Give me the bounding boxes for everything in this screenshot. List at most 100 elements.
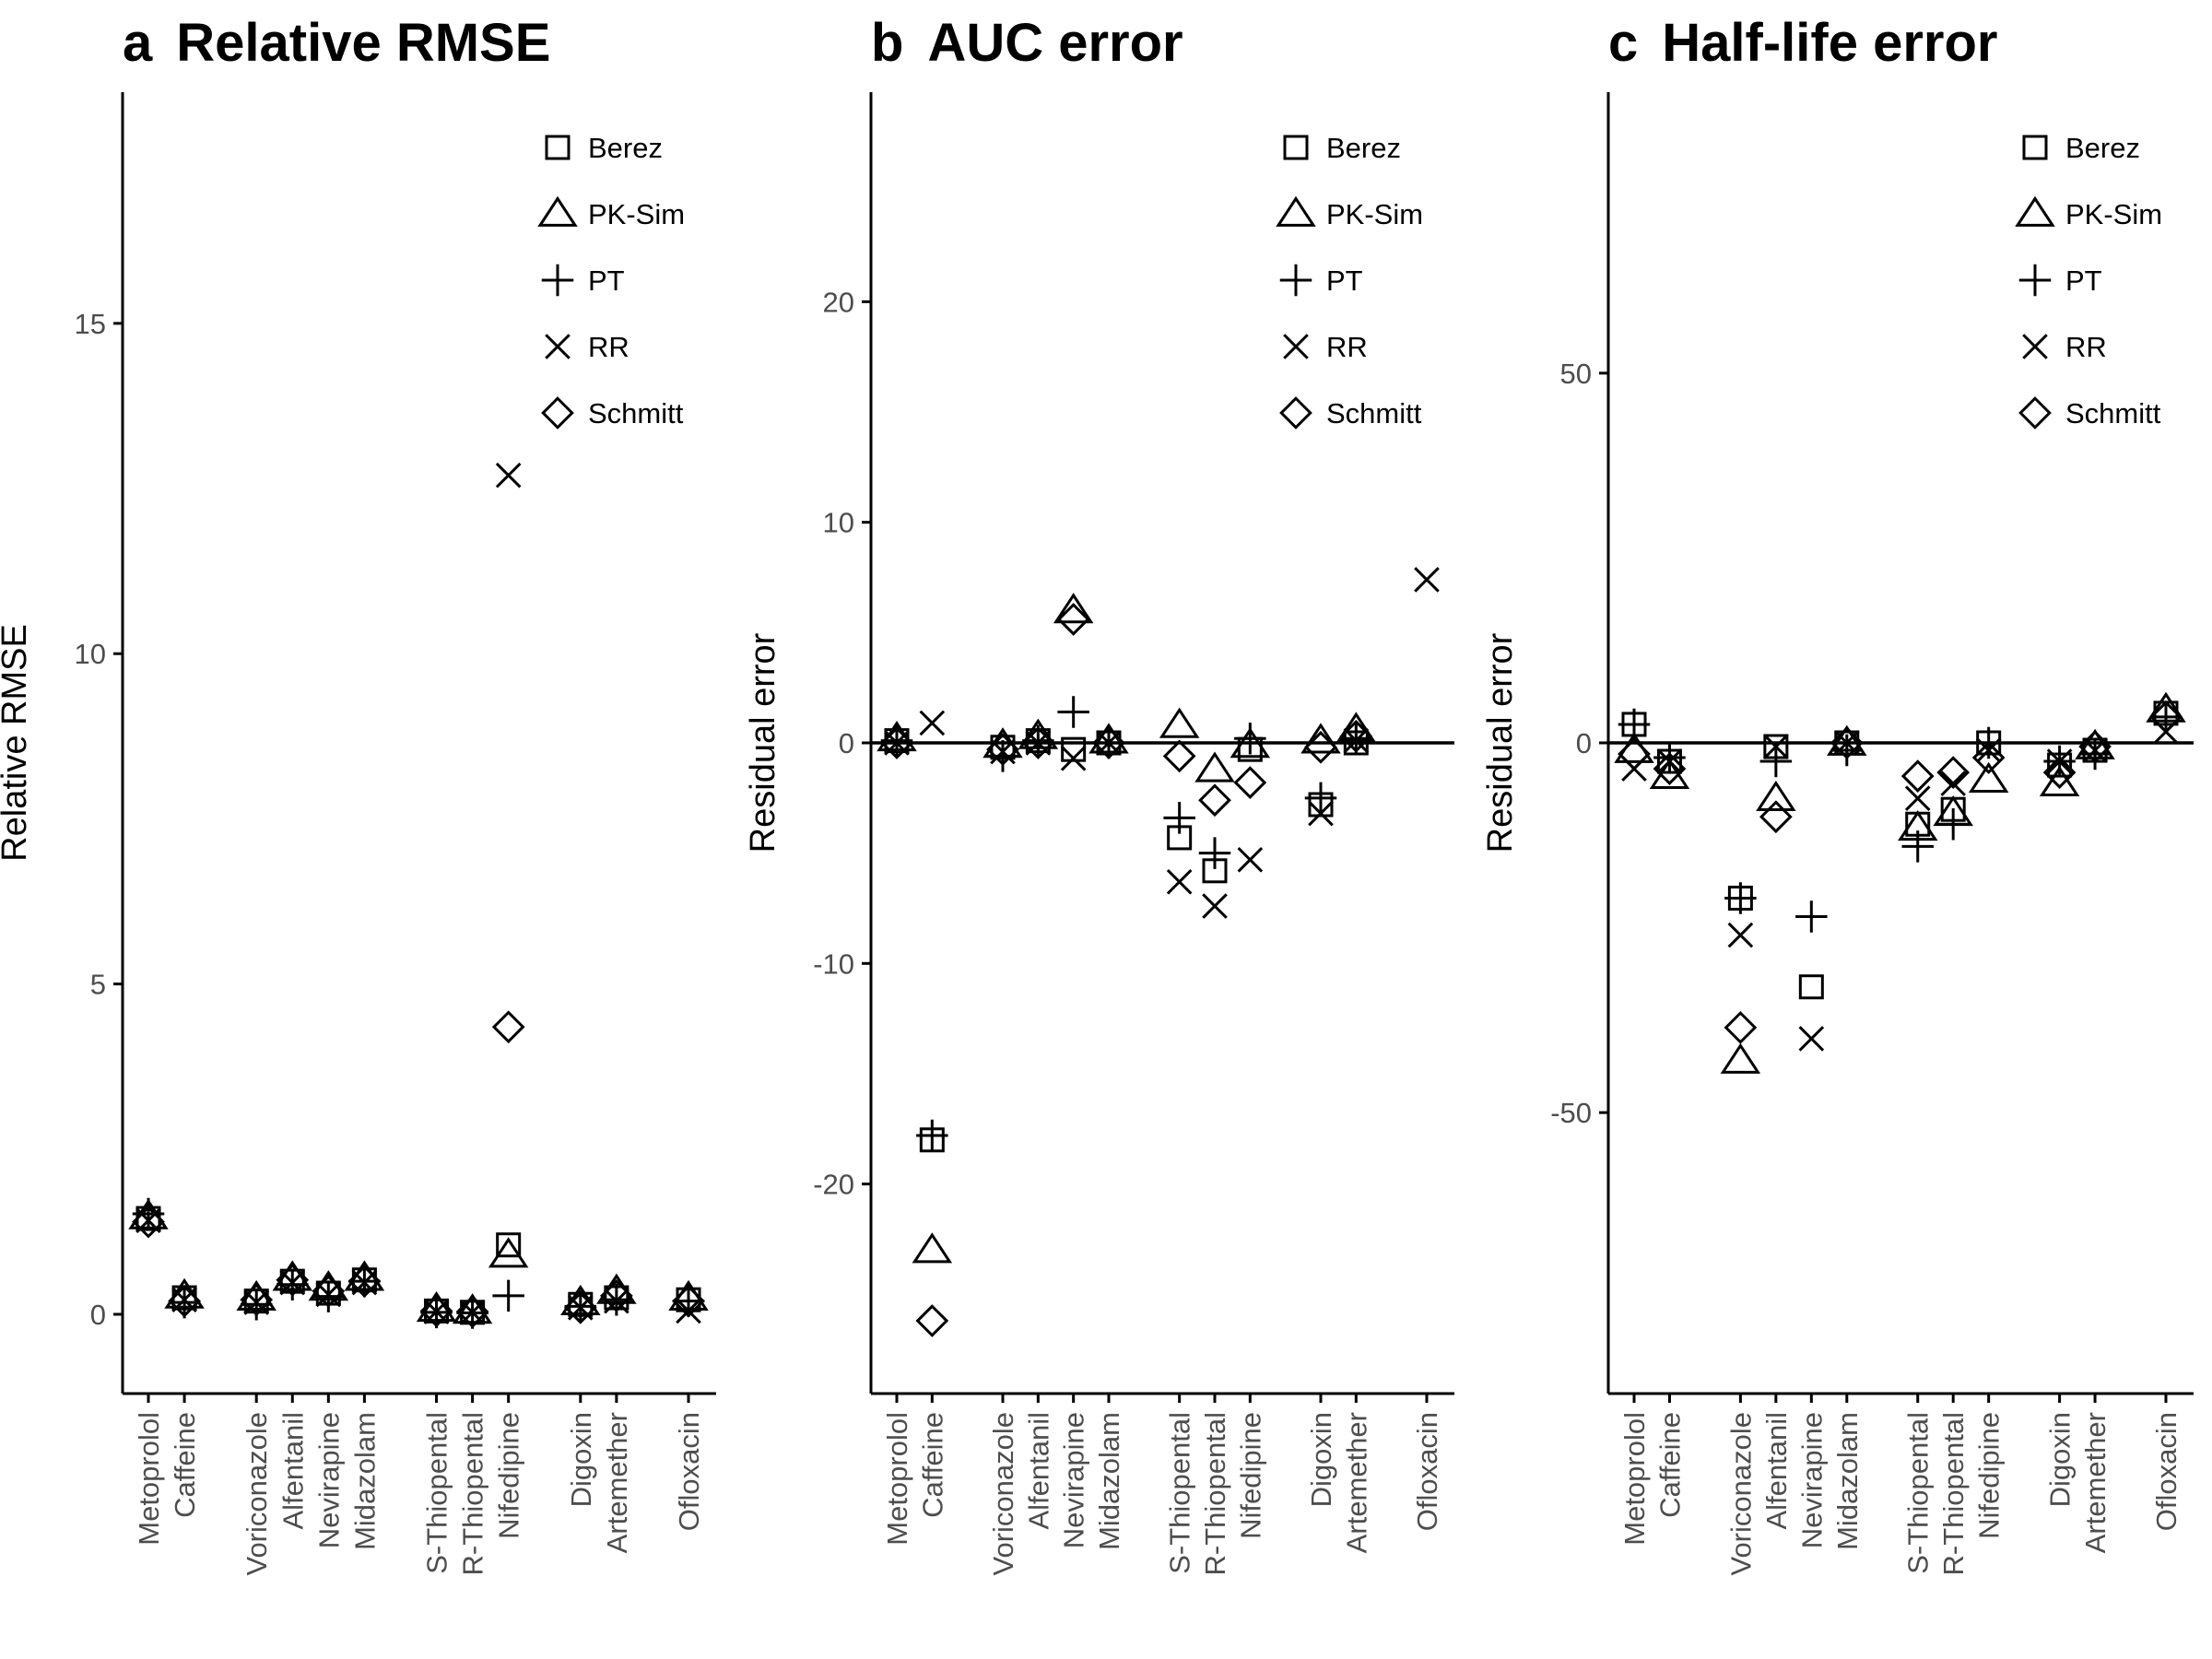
legend-key-pk-sim [537,195,578,227]
point-pt-artemether [2078,737,2112,771]
point-rr-nevirapine [315,1281,342,1308]
point-schmitt-ofloxacin [2149,700,2183,734]
point-schmitt-alfentanil [1759,800,1793,834]
point-pt-nevirapine [1795,900,1828,933]
panel-title: a Relative RMSE [123,13,550,73]
point-pt-midazolam [1830,734,1864,767]
point-rr-nevirapine [1798,1026,1825,1052]
y-tick-label: -50 [1550,1097,1592,1129]
point-pk-sim-caffeine [912,1232,953,1264]
point-pt-caffeine [168,1286,201,1319]
x-tick-label-voriconazole: Voriconazole [1724,1412,1757,1576]
x-tick-label-caffeine: Caffeine [1653,1412,1686,1518]
legend: Berez PK-Sim PT RR Schmitt [537,132,685,429]
point-schmitt-s-thiopental [1162,739,1196,773]
point-schmitt-artemether [599,1279,633,1312]
point-schmitt-digoxin [1304,730,1337,764]
point-schmitt-r-thiopental [1198,783,1231,818]
point-pk-sim-s-thiopental [1159,707,1200,738]
point-pk-sim-nevirapine [1053,593,1094,624]
point-rr-voriconazole [1727,922,1754,948]
legend-key-schmitt [2018,396,2052,429]
point-rr-ofloxacin [676,1298,701,1324]
point-pt-metoprolol [132,1197,165,1230]
x-tick-label-metoprolol: Metoprolol [1618,1412,1651,1546]
point-schmitt-midazolam [347,1265,382,1299]
legend-label-pk-sim: PK-Sim [2065,198,2162,230]
x-tick-label-digoxin: Digoxin [2044,1412,2077,1507]
x-tick-label-nevirapine: Nevirapine [1795,1412,1828,1548]
legend-label-schmitt: Schmitt [1326,397,1422,429]
panel-title-text: Half-life error [1662,13,1997,73]
x-tick-label-nifedipine: Nifedipine [1234,1412,1266,1539]
point-schmitt-voriconazole [986,733,1019,767]
point-schmitt-metoprolol [132,1205,165,1239]
point-pt-nevirapine [1057,696,1089,728]
legend-key-pt [1279,264,1312,297]
point-pt-ofloxacin [2149,700,2183,734]
legend: Berez PK-Sim PT RR Schmitt [2015,132,2162,429]
point-schmitt-metoprolol [1618,737,1651,771]
point-schmitt-metoprolol [880,726,913,759]
x-tick-label-midazolam: Midazolam [1831,1412,1864,1550]
y-axis-title: Residual error [744,632,782,853]
point-schmitt-caffeine [1653,752,1687,785]
point-schmitt-caffeine [915,1304,949,1337]
x-tick-label-digoxin: Digoxin [1305,1412,1337,1507]
x-tick-label-s-thiopental: S-Thiopental [1164,1412,1196,1574]
point-schmitt-ofloxacin [672,1284,705,1318]
x-tick-label-digoxin: Digoxin [565,1412,597,1507]
point-rr-digoxin [2046,748,2073,774]
y-tick-label: 10 [823,507,854,539]
panel-a: a Relative RMSE 0 5 10 15 Relative RMSE Metopro… [0,13,716,1576]
point-rr-artemether [2082,737,2108,763]
legend-label-pt: PT [588,265,625,297]
point-pt-caffeine [1653,741,1686,774]
legend-key-rr [2022,334,2048,359]
y-tick-label: -20 [813,1169,854,1201]
point-pt-voriconazole [986,740,1019,772]
legend-key-rr [1283,334,1309,359]
y-tick-label: 20 [823,286,854,318]
y-tick-label: 0 [839,727,854,759]
point-schmitt-midazolam [1830,726,1864,759]
legend-label-pt: PT [2065,265,2102,297]
panel-title-text: Relative RMSE [176,13,550,73]
y-tick-label: 10 [75,638,106,670]
point-pk-sim-r-thiopental [1194,751,1235,782]
point-pt-alfentanil [1759,745,1793,778]
point-berez-nevirapine [1061,736,1087,762]
y-tick-label: 0 [1576,727,1592,759]
legend-key-berez [2022,135,2048,160]
legend-label-rr: RR [2065,331,2107,363]
legend-key-pt [2018,264,2052,297]
x-tick-label-nifedipine: Nifedipine [493,1412,525,1539]
y-axis-title: Residual error [1481,632,1520,853]
y-tick-label: 0 [90,1299,106,1331]
y-tick-label: -10 [813,947,854,980]
legend-key-schmitt [541,396,574,429]
y-axis-title: Relative RMSE [0,624,34,862]
point-pt-digoxin [1304,782,1337,815]
point-rr-artemether [1343,727,1370,754]
point-schmitt-r-thiopental [1936,756,1971,789]
x-tick-label-metoprolol: Metoprolol [133,1412,165,1546]
legend-label-schmitt: Schmitt [588,397,684,429]
point-pt-s-thiopental [1163,802,1195,834]
point-rr-digoxin [1308,800,1334,827]
x-tick-label-artemether: Artemether [2079,1412,2112,1553]
point-schmitt-voriconazole [1724,1011,1758,1044]
x-tick-label-nevirapine: Nevirapine [312,1412,345,1548]
x-tick-label-nevirapine: Nevirapine [1058,1412,1090,1548]
x-tick-label-voriconazole: Voriconazole [241,1412,273,1576]
x-tick-label-r-thiopental: R-Thiopental [1199,1412,1231,1575]
point-pt-nifedipine [492,1279,524,1312]
x-tick-label-r-thiopental: R-Thiopental [457,1412,489,1575]
legend-label-berez: Berez [588,132,663,164]
panel-letter: c [1608,13,1638,73]
x-tick-label-caffeine: Caffeine [916,1412,948,1518]
point-pt-metoprolol [1618,708,1651,741]
legend-label-pk-sim: PK-Sim [588,198,685,230]
x-tick-label-alfentanil: Alfentanil [1022,1412,1054,1530]
